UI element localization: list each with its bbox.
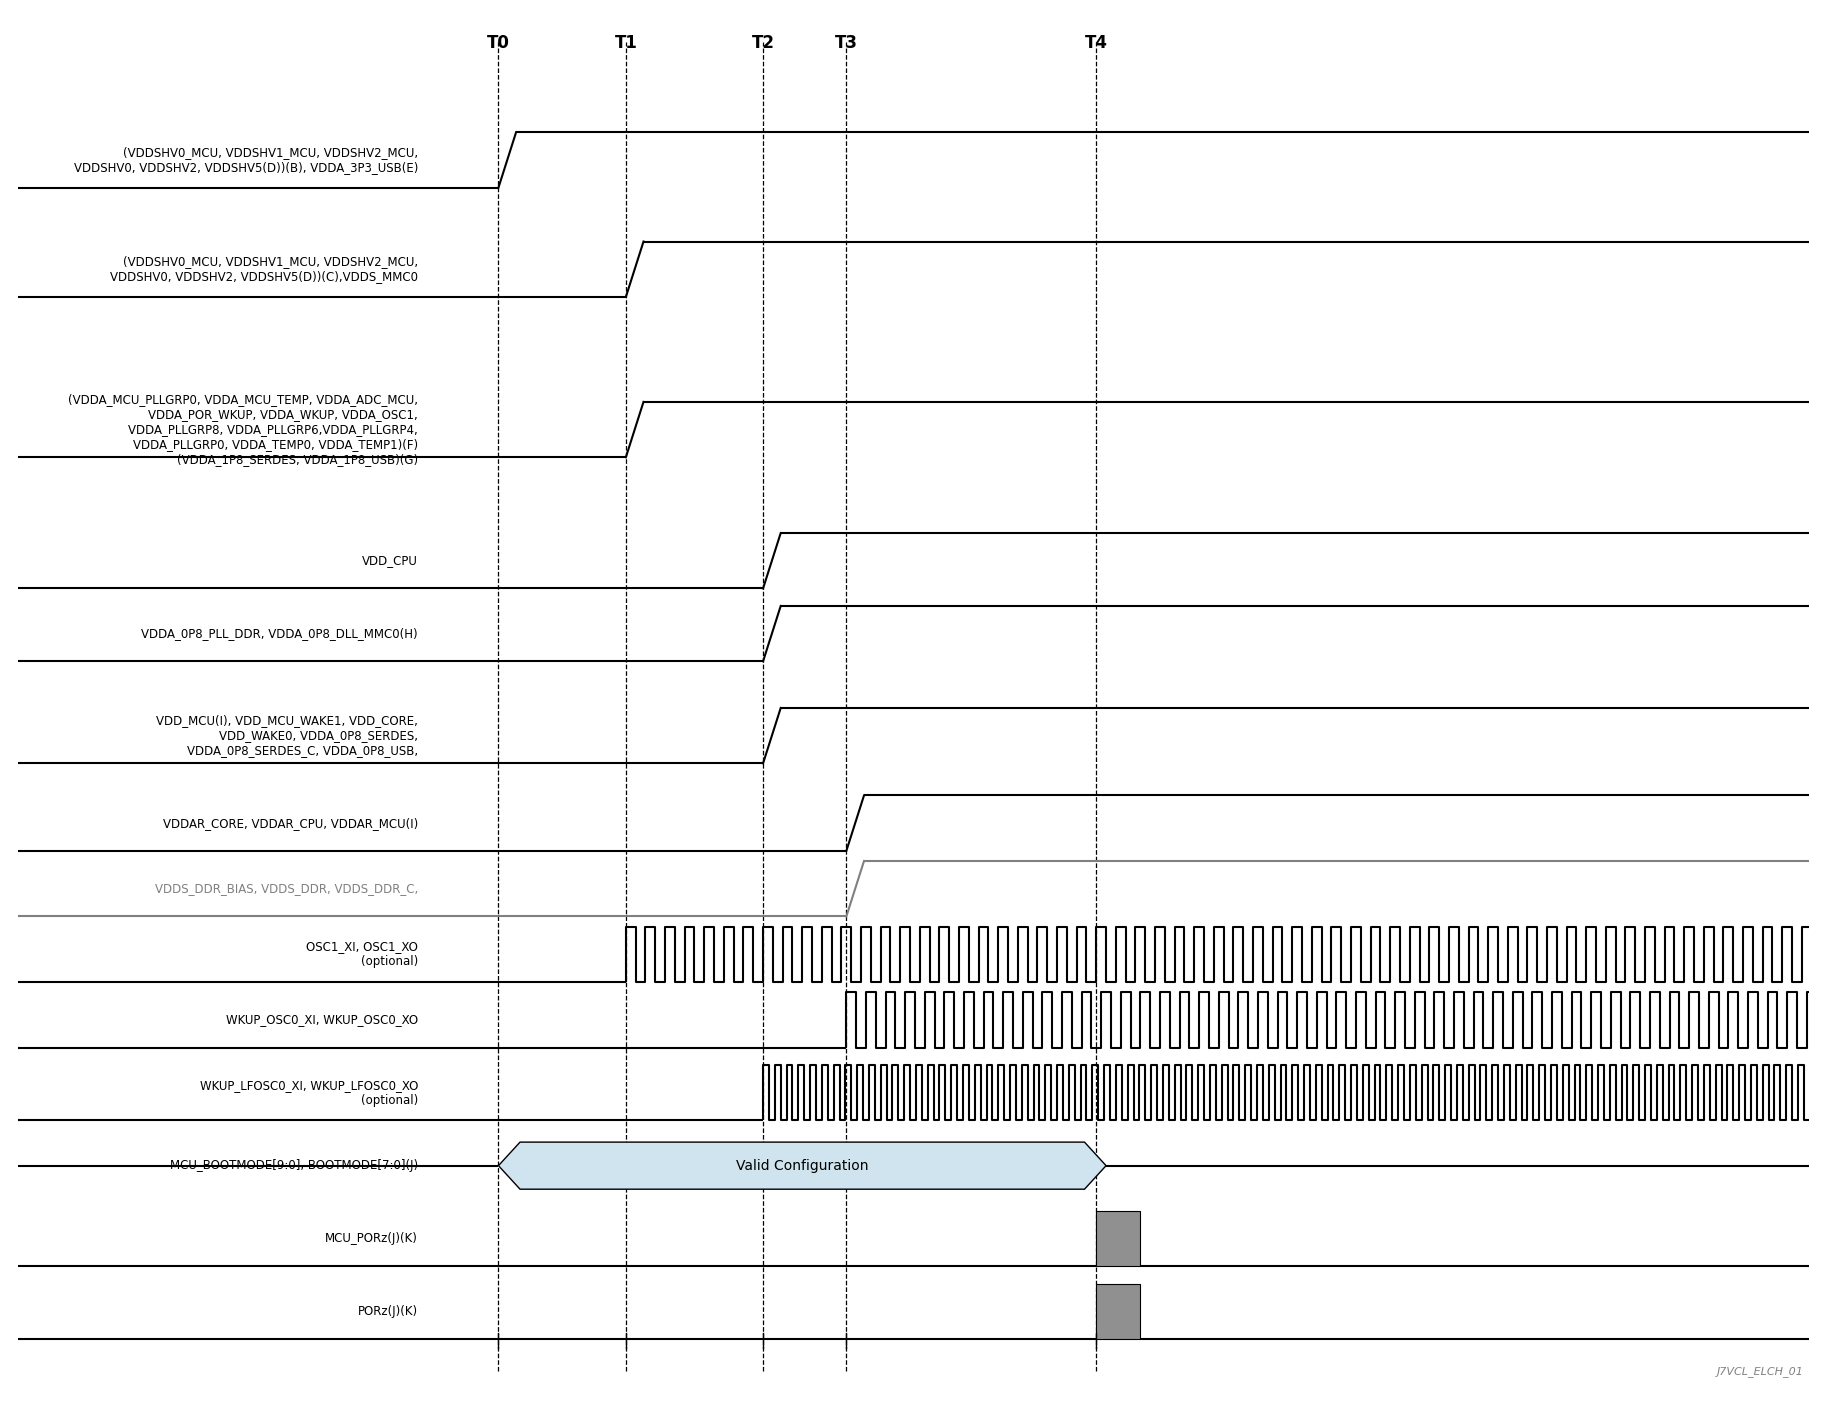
Text: VDD_MCU(I), VDD_MCU_WAKE1, VDD_CORE,
VDD_WAKE0, VDDA_0P8_SERDES,
VDDA_0P8_SERDES: VDD_MCU(I), VDD_MCU_WAKE1, VDD_CORE, VDD… [157, 714, 418, 757]
Text: PORz(J)(K): PORz(J)(K) [358, 1306, 418, 1318]
Text: VDD_CPU: VDD_CPU [362, 554, 418, 567]
Text: (VDDSHV0_MCU, VDDSHV1_MCU, VDDSHV2_MCU,
VDDSHV0, VDDSHV2, VDDSHV5(D))(B), VDDA_3: (VDDSHV0_MCU, VDDSHV1_MCU, VDDSHV2_MCU, … [73, 146, 418, 174]
Text: (VDDSHV0_MCU, VDDSHV1_MCU, VDDSHV2_MCU,
VDDSHV0, VDDSHV2, VDDSHV5(D))(C),VDDS_MM: (VDDSHV0_MCU, VDDSHV1_MCU, VDDSHV2_MCU, … [110, 256, 418, 283]
Text: J7VCL_ELCH_01: J7VCL_ELCH_01 [1717, 1366, 1803, 1378]
Text: T2: T2 [751, 34, 775, 52]
Text: T1: T1 [614, 34, 638, 52]
Bar [1096, 1284, 1140, 1340]
Text: T0: T0 [488, 34, 510, 52]
Text: (VDDA_MCU_PLLGRP0, VDDA_MCU_TEMP, VDDA_ADC_MCU,
VDDA_POR_WKUP, VDDA_WKUP, VDDA_O: (VDDA_MCU_PLLGRP0, VDDA_MCU_TEMP, VDDA_A… [68, 393, 418, 466]
Text: WKUP_OSC0_XI, WKUP_OSC0_XO: WKUP_OSC0_XI, WKUP_OSC0_XO [227, 1013, 418, 1026]
Text: WKUP_LFOSC0_XI, WKUP_LFOSC0_XO
(optional): WKUP_LFOSC0_XI, WKUP_LFOSC0_XO (optional… [199, 1078, 418, 1106]
Text: T4: T4 [1085, 34, 1107, 52]
Bar [1096, 1211, 1140, 1266]
Text: VDDS_DDR_BIAS, VDDS_DDR, VDDS_DDR_C,: VDDS_DDR_BIAS, VDDS_DDR, VDDS_DDR_C, [155, 882, 418, 896]
Text: MCU_PORz(J)(K): MCU_PORz(J)(K) [325, 1232, 418, 1245]
Text: VDDA_0P8_PLL_DDR, VDDA_0P8_DLL_MMC0(H): VDDA_0P8_PLL_DDR, VDDA_0P8_DLL_MMC0(H) [141, 627, 418, 640]
Polygon shape [499, 1142, 1105, 1190]
Text: T3: T3 [835, 34, 859, 52]
Text: Valid Configuration: Valid Configuration [736, 1159, 868, 1173]
Text: VDDAR_CORE, VDDAR_CPU, VDDAR_MCU(I): VDDAR_CORE, VDDAR_CPU, VDDAR_MCU(I) [163, 817, 418, 829]
Text: OSC1_XI, OSC1_XO
(optional): OSC1_XI, OSC1_XO (optional) [307, 940, 418, 968]
Text: MCU_BOOTMODE[9:0], BOOTMODE[7:0](J): MCU_BOOTMODE[9:0], BOOTMODE[7:0](J) [170, 1159, 418, 1173]
